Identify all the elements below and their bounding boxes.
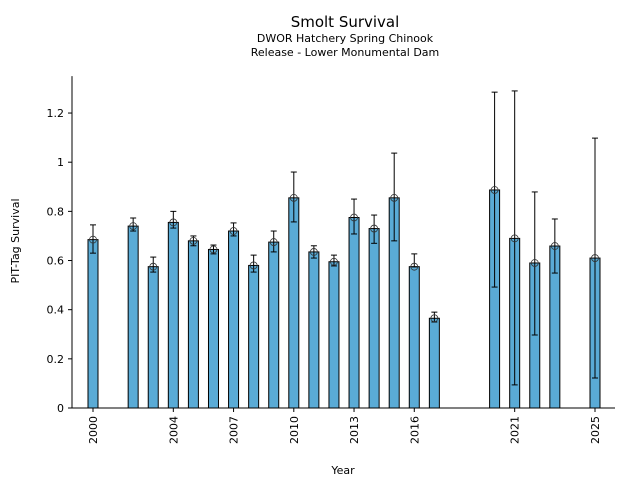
bar (187, 240, 199, 409)
point-marker (289, 193, 298, 202)
point-marker (229, 227, 238, 235)
bar (288, 197, 300, 409)
point-marker (410, 262, 419, 271)
point-marker (129, 222, 138, 231)
bar (248, 264, 260, 409)
bar (167, 221, 179, 409)
bar (368, 228, 380, 409)
point-marker (309, 248, 318, 256)
point-marker (149, 262, 158, 271)
chart-subtitle-2: Release - Lower Monumental Dam (250, 46, 440, 59)
point-marker (591, 254, 599, 262)
bar (328, 261, 340, 409)
x-tick-label: 2016 (408, 416, 421, 444)
point-marker (490, 186, 499, 194)
y-tick-label: 0.2 (47, 353, 65, 366)
bar (428, 317, 440, 409)
x-tick-label: 2025 (589, 416, 602, 444)
x-tick-label: 2021 (509, 416, 522, 444)
bar (87, 239, 99, 409)
point-marker (530, 259, 539, 267)
point-marker (269, 238, 278, 246)
point-marker (330, 257, 338, 266)
y-tick-label: 0.4 (47, 304, 65, 317)
point-marker (390, 193, 399, 202)
point-marker (370, 224, 379, 233)
point-marker (550, 242, 559, 250)
bar (408, 266, 420, 409)
point-marker (189, 236, 198, 245)
y-tick-label: 1 (57, 156, 64, 169)
point-marker (89, 235, 97, 244)
chart-title: Smolt Survival (290, 13, 400, 31)
x-tick-label: 2007 (228, 416, 241, 444)
bar (147, 266, 159, 409)
bar (207, 248, 219, 409)
y-tick-label: 0.8 (47, 205, 65, 218)
point-marker (350, 213, 358, 222)
x-tick-label: 2013 (348, 416, 361, 444)
bar (228, 230, 240, 409)
point-marker (169, 218, 178, 227)
x-tick-label: 2004 (167, 416, 180, 444)
bar (308, 251, 320, 409)
chart-subtitle-1: DWOR Hatchery Spring Chinook (256, 32, 434, 45)
x-tick-label: 2010 (288, 416, 301, 444)
y-tick-label: 0.6 (47, 255, 65, 268)
y-tick-label: 0 (57, 402, 64, 415)
y-tick-label: 1.2 (47, 107, 65, 120)
x-tick-label: 2000 (87, 416, 100, 444)
point-marker (430, 314, 439, 323)
point-marker (510, 234, 519, 243)
point-marker (209, 245, 218, 254)
bar (127, 225, 139, 409)
x-axis-label: Year (330, 464, 355, 477)
bar (268, 241, 280, 409)
point-marker (249, 261, 258, 270)
y-axis-label: PIT-Tag Survival (9, 198, 22, 283)
bar (348, 217, 360, 409)
